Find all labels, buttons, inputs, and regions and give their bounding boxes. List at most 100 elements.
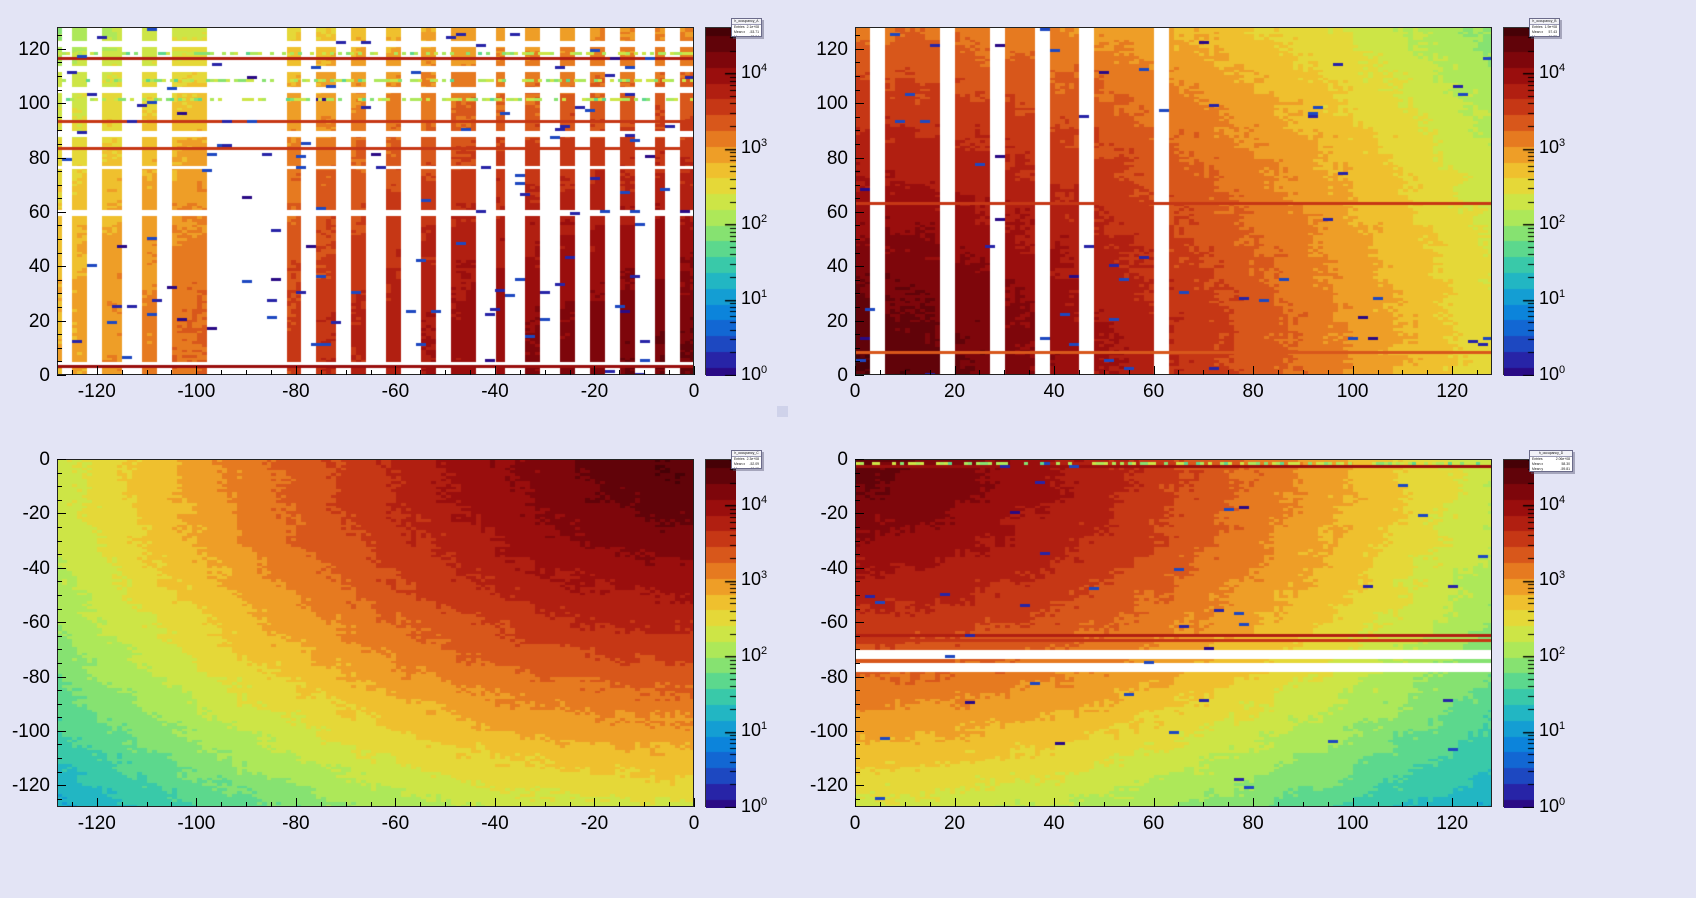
colorbar-tick-label: 101 xyxy=(741,288,768,309)
x-axis-tick xyxy=(954,798,956,807)
y-axis-tick-label: 40 xyxy=(826,256,848,278)
x-axis-tick-label: -120 xyxy=(77,381,116,402)
x-axis-tick-label: -20 xyxy=(580,813,609,834)
x-axis-tick xyxy=(295,366,297,375)
x-axis-minor-tick xyxy=(445,370,447,375)
y-axis-tick xyxy=(855,103,864,105)
y-axis-minor-tick xyxy=(57,225,62,227)
x-axis-minor-tick xyxy=(1327,802,1329,807)
x-axis-minor-tick xyxy=(1228,802,1230,807)
x-axis-tick-label: 0 xyxy=(849,381,861,402)
x-axis-tick-label: 80 xyxy=(1242,381,1264,402)
y-axis-minor-tick xyxy=(57,472,62,474)
y-axis-tick-label: 40 xyxy=(28,256,50,278)
y-axis-tick xyxy=(855,266,864,268)
y-axis-minor-tick xyxy=(57,662,62,664)
x-axis-minor-tick xyxy=(1103,370,1105,375)
y-axis-tick-label: -60 xyxy=(820,612,848,634)
x-axis-tick xyxy=(694,798,695,807)
panel-top-right-colorbar[interactable] xyxy=(1503,27,1534,376)
x-axis-tick-label: 80 xyxy=(1242,813,1264,834)
x-axis-minor-tick xyxy=(1078,802,1080,807)
x-axis-minor-tick xyxy=(519,802,521,807)
x-axis-minor-tick xyxy=(221,802,223,807)
x-axis-minor-tick xyxy=(519,370,521,375)
panel-bottom-left-frame xyxy=(57,459,694,807)
y-axis-minor-tick xyxy=(57,771,62,773)
y-axis-minor-tick xyxy=(855,649,860,651)
y-axis-tick xyxy=(57,730,66,732)
x-axis-minor-tick xyxy=(420,802,422,807)
x-axis-minor-tick xyxy=(320,370,322,375)
x-axis-tick-label: 100 xyxy=(1336,813,1369,834)
x-axis-minor-tick xyxy=(1402,802,1404,807)
x-axis-minor-tick xyxy=(320,802,322,807)
pad-top-right[interactable]: 0 20 40 60 80 100 120 0 20 40 60 80 100 120 104 103 102… xyxy=(816,0,1696,449)
panel-top-left-statbox[interactable]: h_occupancy_A Entries 2.1e+08 Mean x -53.7… xyxy=(731,18,762,37)
pad-bottom-right[interactable]: 0 20 40 60 80 100 120 0 -20 -40 -60 -80 -100 -120 104… xyxy=(810,449,1696,898)
y-axis-minor-tick xyxy=(855,690,860,692)
statbox-row: Entries 2.3e+08 xyxy=(734,457,759,462)
x-axis-tick xyxy=(1452,366,1454,375)
statbox-row: Entries 2.06e+08 xyxy=(1532,457,1570,462)
pad-top-left[interactable]: -120 -100 -80 -60 -40 -20 0 0 20 40 60 80 100 120 104… xyxy=(0,0,848,449)
panel-top-left-colorbar[interactable] xyxy=(705,27,736,376)
y-axis-minor-tick xyxy=(855,35,860,37)
y-axis-minor-tick xyxy=(855,472,860,474)
y-axis-tick xyxy=(855,622,864,624)
y-axis-tick xyxy=(855,211,864,213)
y-axis-tick xyxy=(57,622,66,624)
colorbar-tick-label: 103 xyxy=(741,137,768,158)
x-axis-minor-tick xyxy=(1178,802,1180,807)
statbox-title: h_occupancy_A xyxy=(732,19,761,26)
x-axis-tick xyxy=(494,798,496,807)
pad-divider-marker xyxy=(777,406,788,417)
y-axis-minor-tick xyxy=(855,361,860,363)
x-axis-tick xyxy=(855,366,856,375)
y-axis-minor-tick xyxy=(855,184,860,186)
y-axis-tick-label: 0 xyxy=(39,449,50,470)
statbox-title: h_occupancy_D xyxy=(1530,451,1572,458)
y-axis-minor-tick xyxy=(855,293,860,295)
x-axis-minor-tick xyxy=(879,802,881,807)
y-axis-minor-tick xyxy=(57,143,62,145)
y-axis-minor-tick xyxy=(57,252,62,254)
x-axis-minor-tick xyxy=(1377,802,1379,807)
y-axis-tick-label: 0 xyxy=(837,365,848,386)
x-axis-tick xyxy=(1253,798,1255,807)
y-axis-tick xyxy=(57,375,66,376)
x-axis-minor-tick xyxy=(146,370,148,375)
y-axis-minor-tick xyxy=(855,798,860,800)
x-axis-tick-label: 120 xyxy=(1436,813,1469,834)
y-axis-minor-tick xyxy=(855,486,860,488)
colorbar-tick-label: 100 xyxy=(1539,364,1566,384)
colorbar-tick-label: 103 xyxy=(1539,137,1566,158)
y-axis-tick-label: 80 xyxy=(28,147,50,169)
x-axis-tick xyxy=(395,798,397,807)
y-axis-tick-label: -120 xyxy=(809,775,848,797)
x-axis-minor-tick xyxy=(1278,370,1279,375)
y-axis-minor-tick xyxy=(57,486,62,488)
x-axis-minor-tick xyxy=(146,802,148,807)
x-axis-tick xyxy=(196,366,198,375)
panel-bottom-right-colorbar[interactable] xyxy=(1503,459,1534,808)
y-axis-minor-tick xyxy=(57,307,62,309)
x-axis-tick xyxy=(954,366,956,375)
x-axis-minor-tick xyxy=(71,802,73,807)
y-axis-tick xyxy=(855,567,864,569)
panel-bottom-left-statbox[interactable]: h_occupancy_C Entries 2.3e+08 Mean x -52.0… xyxy=(731,450,762,469)
pad-bottom-left[interactable]: -120 -100 -80 -60 -40 -20 0 0 -20 -40 -60 -80 -100 -1… xyxy=(0,449,848,898)
statbox-row: Entries 1.9e+08 xyxy=(1532,25,1557,30)
x-axis-minor-tick xyxy=(345,370,347,375)
x-axis-minor-tick xyxy=(1178,370,1180,375)
x-axis-tick xyxy=(1153,366,1155,375)
x-axis-minor-tick xyxy=(370,802,372,807)
x-axis-minor-tick xyxy=(929,370,931,375)
y-axis-tick-label: -100 xyxy=(11,720,50,742)
y-axis-minor-tick xyxy=(57,89,62,91)
x-axis-minor-tick xyxy=(171,370,173,375)
panel-bottom-right-statbox[interactable]: h_occupancy_D Entries 2.06e+08 Mean x 58.3… xyxy=(1529,450,1573,472)
panel-top-right-statbox[interactable]: h_occupancy_B Entries 1.9e+08 Mean x 57.43… xyxy=(1529,18,1560,37)
panel-bottom-left-colorbar[interactable] xyxy=(705,459,736,808)
y-axis-tick-label: 60 xyxy=(28,201,50,223)
